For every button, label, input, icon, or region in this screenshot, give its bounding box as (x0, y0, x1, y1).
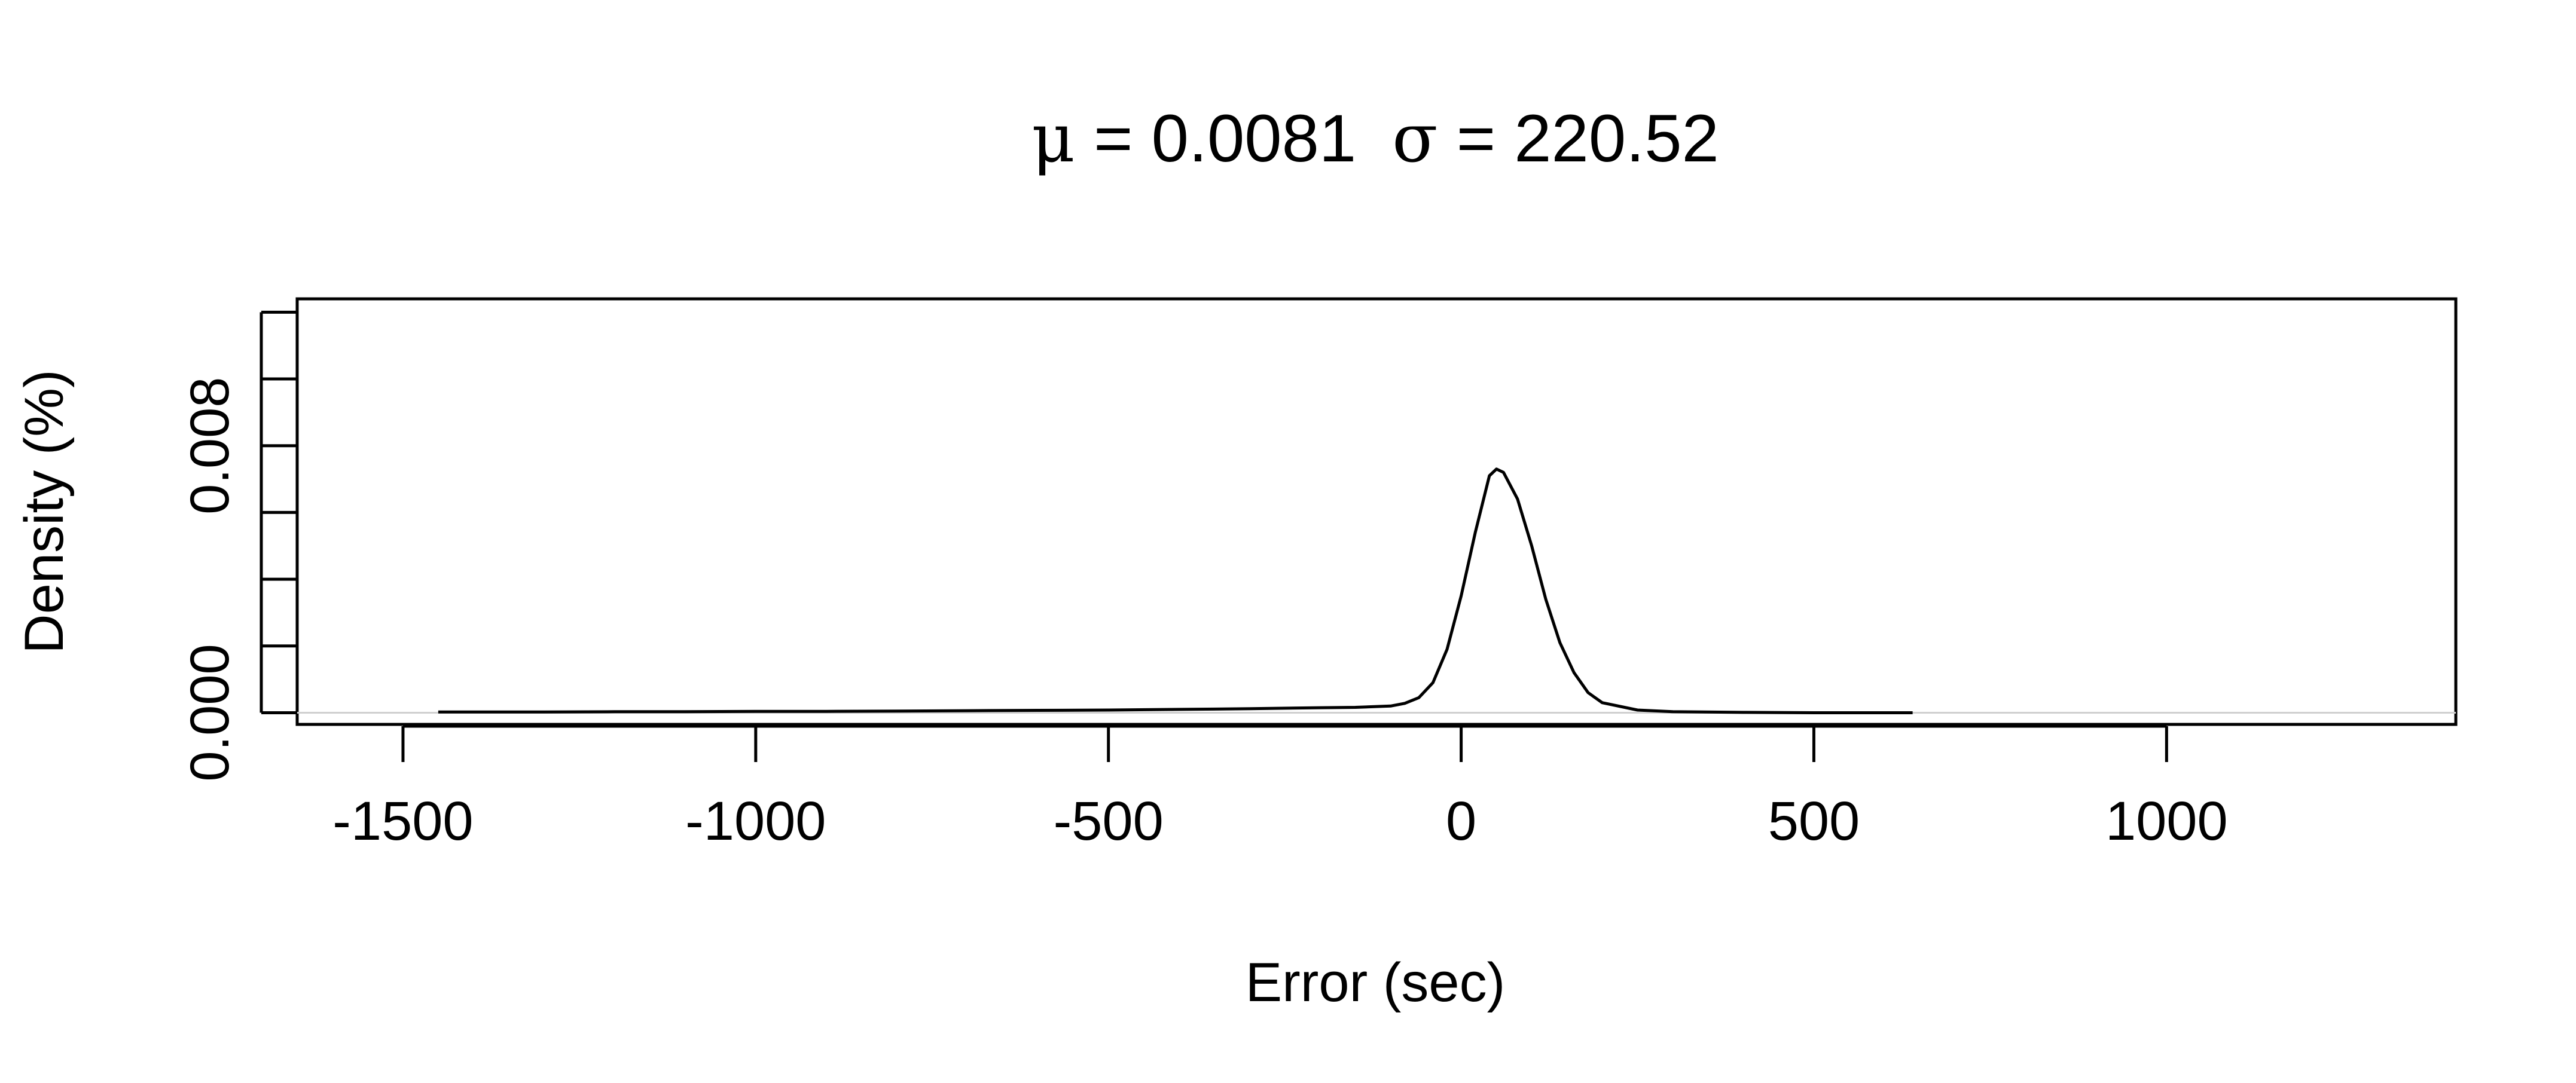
y-tick-label: 0.008 (179, 377, 240, 515)
x-tick-label: -1000 (685, 791, 826, 852)
y-axis-title: Density (%) (14, 369, 75, 653)
mu-symbol: μ (1031, 100, 1075, 178)
x-tick-label: 0 (1446, 791, 1476, 852)
mu-value: = 0.0081 (1075, 101, 1356, 176)
x-axis-title: Error (sec) (1246, 952, 1505, 1013)
sigma-value: = 220.52 (1438, 101, 1719, 176)
x-tick-label: 1000 (2105, 791, 2228, 852)
x-axis: -1500 -1000 -500 0 500 1000 (332, 724, 2228, 852)
x-tick-label: -500 (1054, 791, 1164, 852)
density-curve (438, 467, 1913, 714)
chart-title: μ = 0.0081 σ = 220.52 (1031, 100, 1719, 178)
y-tick-label: 0.000 (179, 644, 240, 781)
sigma-symbol: σ (1392, 100, 1437, 178)
y-axis: 0.000 0.008 (179, 310, 297, 782)
x-tick-label: 500 (1768, 791, 1860, 852)
x-tick-label: -1500 (332, 791, 473, 852)
